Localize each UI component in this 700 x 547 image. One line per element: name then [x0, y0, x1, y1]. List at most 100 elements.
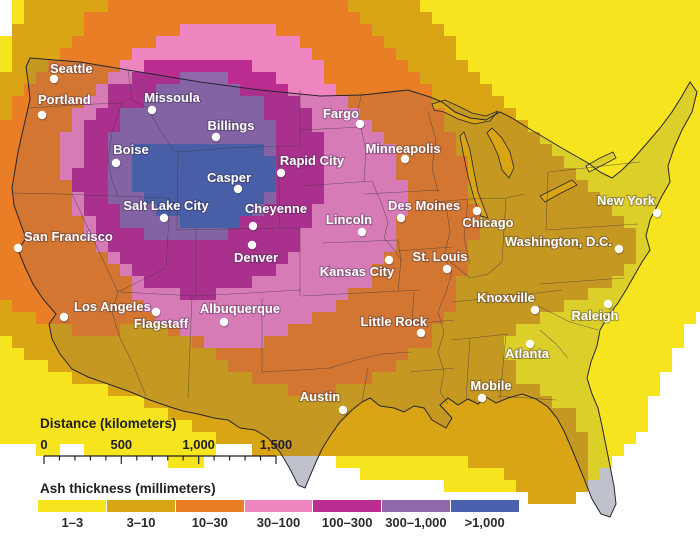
- city-dot: [219, 317, 229, 327]
- city-label: Lincoln: [326, 212, 372, 227]
- legend-class-label: 3–10: [126, 515, 156, 530]
- city-chicago: Chicago: [461, 206, 515, 231]
- city-label: St. Louis: [413, 249, 468, 264]
- city-denver: Denver: [233, 240, 279, 266]
- city-dot: [248, 221, 258, 231]
- city-missoula: Missoula: [143, 89, 202, 116]
- city-dot: [111, 158, 121, 168]
- city-albuquerque: Albuquerque: [199, 300, 281, 328]
- city-cheyenne: Cheyenne: [244, 200, 308, 232]
- city-dot: [472, 206, 482, 216]
- city-label: Casper: [207, 170, 251, 185]
- city-label: Atlanta: [505, 346, 550, 361]
- city-little-rock: Little Rock: [359, 313, 429, 339]
- ash-zone-1-3: [0, 0, 700, 492]
- legend-swatch-100–300: [313, 500, 382, 512]
- city-label: Rapid City: [280, 153, 345, 168]
- city-label: San Francisco: [24, 229, 113, 244]
- city-label: Raleigh: [572, 308, 619, 323]
- city-washington-d-c: Washington, D.C.: [504, 233, 624, 255]
- city-label: Missoula: [144, 90, 200, 105]
- city-label: Austin: [300, 389, 341, 404]
- legend-class-label: >1,000: [464, 515, 505, 530]
- city-st-louis: St. Louis: [411, 248, 469, 275]
- ash-zone-3-10: [0, 0, 636, 504]
- distance-scale-title: Distance (kilometers): [40, 416, 177, 431]
- ash-zone-100-300: [72, 60, 324, 300]
- legend-class-label: 10–30: [191, 515, 228, 530]
- city-lincoln: Lincoln: [325, 211, 373, 238]
- ash-zone-gt-1000: [132, 144, 276, 228]
- city-austin: Austin: [299, 388, 348, 416]
- city-billings: Billings: [206, 117, 256, 143]
- city-new-york: New York: [596, 192, 662, 219]
- city-label: Billings: [208, 118, 255, 133]
- city-dot: [384, 255, 394, 265]
- distance-tick-label: 0: [40, 437, 48, 452]
- distance-tick-label: 500: [110, 437, 133, 452]
- great-lake-outline: [539, 179, 578, 203]
- city-label: Knoxville: [477, 290, 535, 305]
- city-dot: [13, 243, 23, 253]
- city-dot: [357, 227, 367, 237]
- city-raleigh: Raleigh: [570, 299, 620, 324]
- city-knoxville: Knoxville: [476, 289, 540, 316]
- city-portland: Portland: [37, 91, 92, 121]
- city-flagstaff: Flagstaff: [133, 307, 190, 332]
- city-des-moines: Des Moines: [387, 197, 461, 224]
- legend-swatch-1–3: [38, 500, 106, 512]
- city-label: Little Rock: [361, 314, 428, 329]
- city-dot: [525, 339, 535, 349]
- us-outline: [11, 57, 698, 518]
- distance-tick-label: 1,000: [182, 437, 215, 452]
- city-atlanta: Atlanta: [504, 339, 551, 362]
- city-label: Fargo: [323, 106, 359, 121]
- legend-class-label: 1–3: [61, 515, 84, 530]
- legend-swatch->1,000: [451, 500, 520, 512]
- city-dot: [233, 184, 243, 194]
- city-dot: [151, 307, 161, 317]
- city-label: Mobile: [470, 378, 511, 393]
- city-label: Seattle: [50, 61, 93, 76]
- ash-zone-300-1000: [108, 72, 276, 240]
- city-label: Los Angeles: [74, 299, 151, 314]
- city-mobile: Mobile: [469, 377, 513, 404]
- city-dot: [159, 213, 169, 223]
- city-dot: [59, 312, 69, 322]
- ash-zones: [0, 0, 700, 504]
- city-dot: [614, 244, 624, 254]
- legend-swatch-3–10: [106, 500, 175, 512]
- legend-class-label: 100–300: [321, 515, 373, 530]
- distance-ruler: [43, 455, 277, 464]
- city-label: Denver: [234, 250, 278, 265]
- city-label: Kansas City: [320, 264, 395, 279]
- great-lake-outline: [486, 127, 515, 179]
- city-dot: [355, 119, 365, 129]
- city-dot: [247, 240, 257, 250]
- city-label: Boise: [113, 142, 148, 157]
- city-seattle: Seattle: [49, 60, 94, 85]
- city-dot: [442, 264, 452, 274]
- legend-class-label: 30–100: [256, 515, 301, 530]
- great-lake-outline: [459, 131, 489, 219]
- city-dot: [276, 168, 286, 178]
- city-dot: [400, 154, 410, 164]
- ash-legend-title: Ash thickness (millimeters): [40, 481, 216, 496]
- city-dot: [603, 299, 613, 309]
- legend-swatch-300–1,000: [382, 500, 451, 512]
- city-dot: [338, 405, 348, 415]
- city-label: Des Moines: [388, 198, 460, 213]
- great-lake-outline: [585, 151, 617, 173]
- city-fargo: Fargo: [322, 105, 365, 130]
- city-label: Cheyenne: [245, 201, 307, 216]
- city-dot: [147, 105, 157, 115]
- city-label: Flagstaff: [134, 316, 189, 331]
- distance-tick-label: 1,500: [259, 437, 293, 452]
- city-markers: Seattle Portland Missoula Boise Billings Casp…: [13, 60, 662, 416]
- city-boise: Boise: [111, 141, 150, 169]
- city-dot: [652, 208, 662, 218]
- city-minneapolis: Minneapolis: [364, 140, 442, 165]
- legend-class-label: 300–1,000: [385, 515, 447, 530]
